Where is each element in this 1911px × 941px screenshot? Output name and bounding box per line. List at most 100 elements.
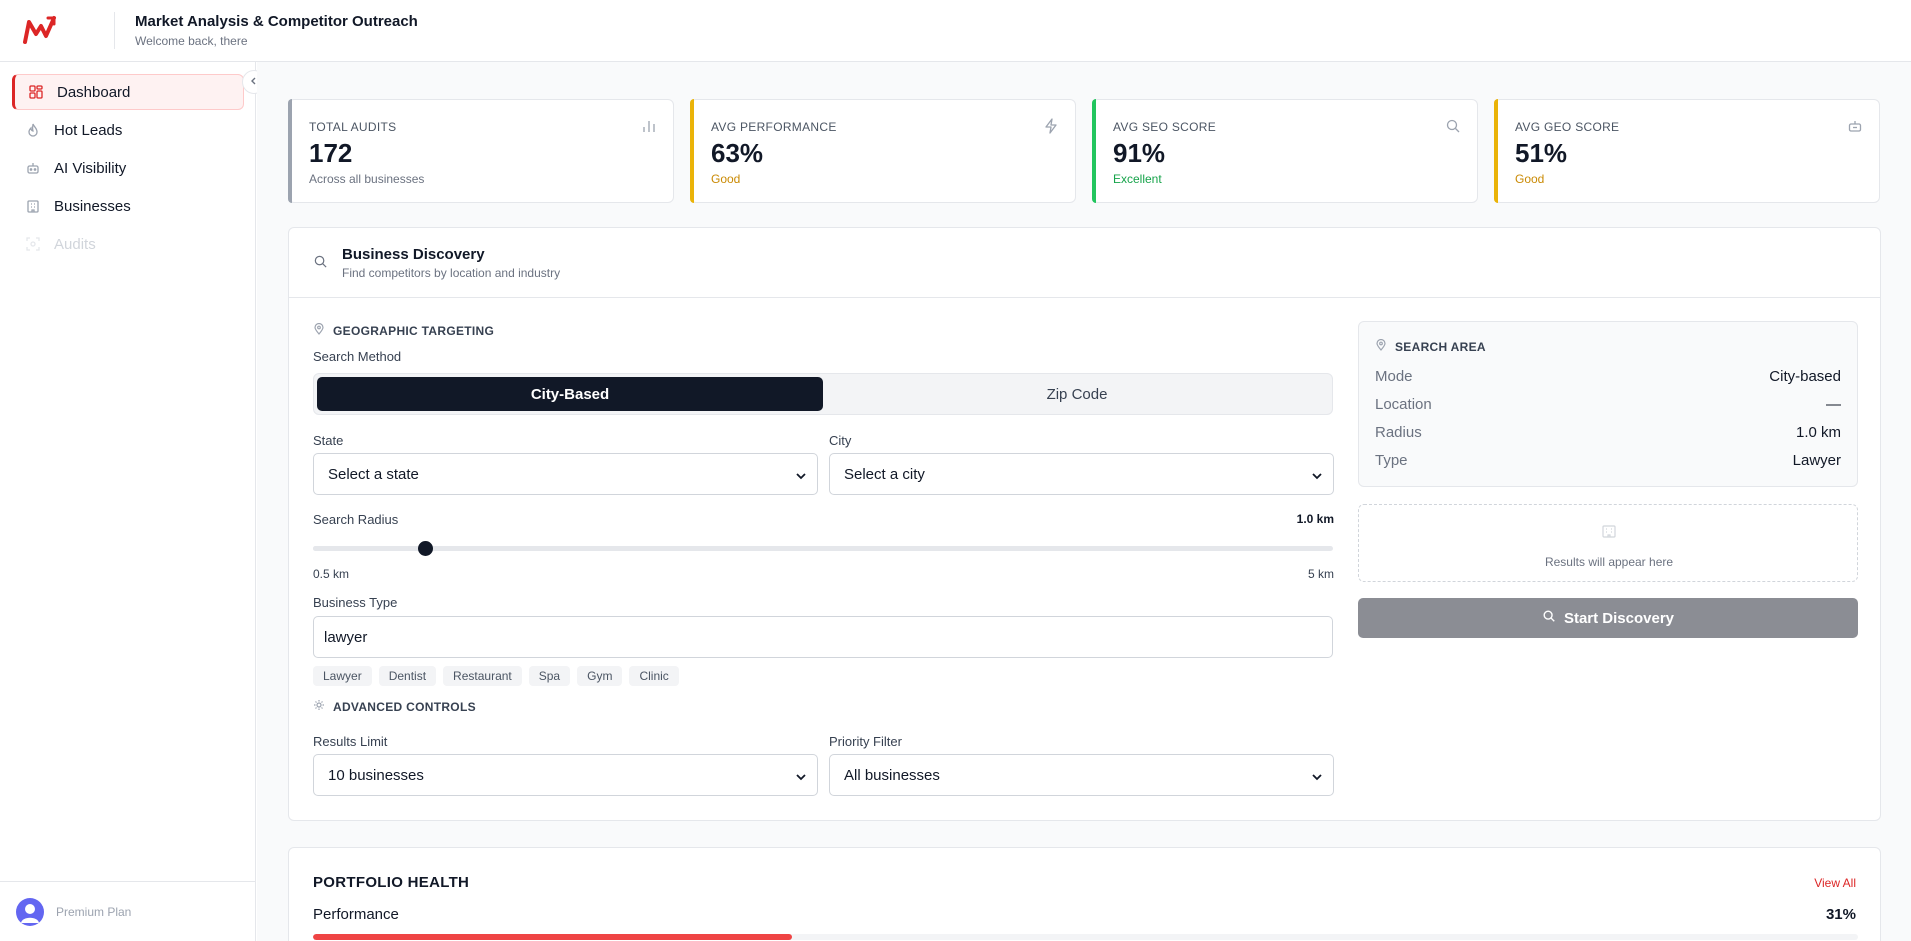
business-type-input[interactable]: lawyer <box>313 616 1333 658</box>
sidebar-footer: Premium Plan <box>0 881 256 941</box>
performance-progress-bar <box>313 934 1858 940</box>
city-label: City <box>829 433 852 448</box>
stat-card-avg-seo-score: AVG SEO SCORE 91% Excellent <box>1092 99 1478 203</box>
chevron-down-icon <box>795 469 807 481</box>
stat-label: AVG GEO SCORE <box>1515 120 1620 134</box>
stat-sub: Across all businesses <box>309 172 425 186</box>
stat-sub: Good <box>711 172 741 186</box>
results-limit-label: Results Limit <box>313 734 388 749</box>
search-radius-value: 1.0 km <box>1296 512 1334 526</box>
chevron-left-icon <box>249 73 259 91</box>
sidebar-item-hot-leads[interactable]: Hot Leads <box>12 112 244 148</box>
plan-label: Premium Plan <box>56 905 132 919</box>
stat-label: TOTAL AUDITS <box>309 120 397 134</box>
gear-icon <box>313 699 333 714</box>
header-divider <box>114 12 115 49</box>
city-select[interactable]: Select a city <box>829 453 1334 495</box>
performance-progress-fill <box>313 934 792 940</box>
chip-gym[interactable]: Gym <box>577 666 623 686</box>
geographic-targeting-heading: GEOGRAPHIC TARGETING <box>313 322 494 338</box>
sidebar-item-ai-visibility[interactable]: AI Visibility <box>12 150 244 186</box>
stat-accent <box>1494 99 1498 203</box>
chip-spa[interactable]: Spa <box>528 666 571 686</box>
bar-chart-icon <box>641 118 657 134</box>
bot-icon <box>26 161 40 175</box>
stat-label: AVG PERFORMANCE <box>711 120 837 134</box>
search-icon <box>1542 609 1564 627</box>
chevron-down-icon <box>1311 469 1323 481</box>
search-area-row-radius: Radius 1.0 km <box>1375 424 1841 441</box>
stat-accent <box>1092 99 1096 203</box>
search-radius-slider[interactable] <box>313 541 1333 556</box>
stat-value: 91% <box>1113 138 1166 168</box>
zap-icon <box>1043 118 1059 134</box>
grid-icon <box>29 85 43 99</box>
radius-min-label: 0.5 km <box>313 567 350 581</box>
results-limit-select[interactable]: 10 businesses <box>313 754 818 796</box>
discovery-title: Business Discovery <box>342 246 485 263</box>
portfolio-health-panel: PORTFOLIO HEALTH View All Performance 31… <box>288 847 1881 941</box>
priority-filter-select[interactable]: All businesses <box>829 754 1334 796</box>
advanced-controls-heading: ADVANCED CONTROLS <box>313 699 476 714</box>
page-title: Market Analysis & Competitor Outreach <box>135 13 418 30</box>
performance-label: Performance <box>313 906 399 923</box>
top-header: Market Analysis & Competitor Outreach We… <box>0 0 1911 62</box>
logo[interactable] <box>22 14 58 46</box>
search-area-row-location: Location — <box>1375 396 1841 413</box>
sidebar-item-label: Dashboard <box>57 83 131 101</box>
stat-accent <box>690 99 694 203</box>
business-discovery-panel: Business Discovery Find competitors by l… <box>288 227 1881 821</box>
stat-value: 51% <box>1515 138 1568 168</box>
map-pin-icon <box>313 322 333 338</box>
search-area-row-mode: Mode City-based <box>1375 368 1841 385</box>
start-discovery-button[interactable]: Start Discovery <box>1358 598 1858 638</box>
slider-fill <box>313 546 426 551</box>
building-icon <box>1601 523 1617 544</box>
priority-filter-label: Priority Filter <box>829 734 902 749</box>
sidebar-item-audits[interactable]: Audits <box>12 226 244 262</box>
view-all-link[interactable]: View All <box>1814 876 1856 890</box>
chip-lawyer[interactable]: Lawyer <box>313 666 372 686</box>
chevron-down-icon <box>1311 770 1323 782</box>
portfolio-health-title: PORTFOLIO HEALTH <box>313 874 470 891</box>
sidebar: Dashboard Hot Leads AI Visibility Busine… <box>0 62 256 941</box>
stat-label: AVG SEO SCORE <box>1113 120 1217 134</box>
chip-clinic[interactable]: Clinic <box>629 666 679 686</box>
welcome-text: Welcome back, there <box>135 34 248 48</box>
discovery-subtitle: Find competitors by location and industr… <box>342 266 561 280</box>
search-area-row-type: Type Lawyer <box>1375 452 1841 469</box>
zip-code-button[interactable]: Zip Code <box>1046 385 1108 403</box>
main-content: TOTAL AUDITS 172 Across all businesses A… <box>257 62 1911 941</box>
stat-value: 172 <box>309 138 353 168</box>
search-icon <box>313 254 328 269</box>
business-type-chips: Lawyer Dentist Restaurant Spa Gym Clinic <box>313 666 686 686</box>
sidebar-item-dashboard[interactable]: Dashboard <box>12 74 244 110</box>
search-radius-label: Search Radius <box>313 512 399 527</box>
search-method-label: Search Method <box>313 349 402 364</box>
stat-card-total-audits: TOTAL AUDITS 172 Across all businesses <box>288 99 674 203</box>
results-placeholder-text: Results will appear here <box>1544 555 1674 569</box>
slider-thumb[interactable] <box>418 541 434 556</box>
sidebar-item-label: Audits <box>54 235 96 253</box>
stat-sub: Excellent <box>1113 172 1162 186</box>
discovery-header: Business Discovery Find competitors by l… <box>289 228 1880 298</box>
state-select[interactable]: Select a state <box>313 453 818 495</box>
sidebar-item-businesses[interactable]: Businesses <box>12 188 244 224</box>
chip-dentist[interactable]: Dentist <box>378 666 437 686</box>
search-icon <box>1445 118 1461 134</box>
chevron-down-icon <box>795 770 807 782</box>
results-placeholder: Results will appear here <box>1358 504 1858 582</box>
radius-max-label: 5 km <box>1307 567 1334 581</box>
stat-value: 63% <box>711 138 764 168</box>
stat-accent <box>288 99 292 203</box>
flame-icon <box>26 123 40 137</box>
chip-restaurant[interactable]: Restaurant <box>443 666 522 686</box>
sidebar-item-label: Hot Leads <box>54 121 123 139</box>
city-based-button[interactable]: City-Based <box>317 377 823 411</box>
sidebar-item-label: AI Visibility <box>54 159 127 177</box>
stat-card-avg-geo-score: AVG GEO SCORE 51% Good <box>1494 99 1880 203</box>
state-label: State <box>313 433 344 448</box>
building-icon <box>26 199 40 213</box>
business-type-label: Business Type <box>313 595 398 610</box>
avatar[interactable] <box>16 898 44 926</box>
